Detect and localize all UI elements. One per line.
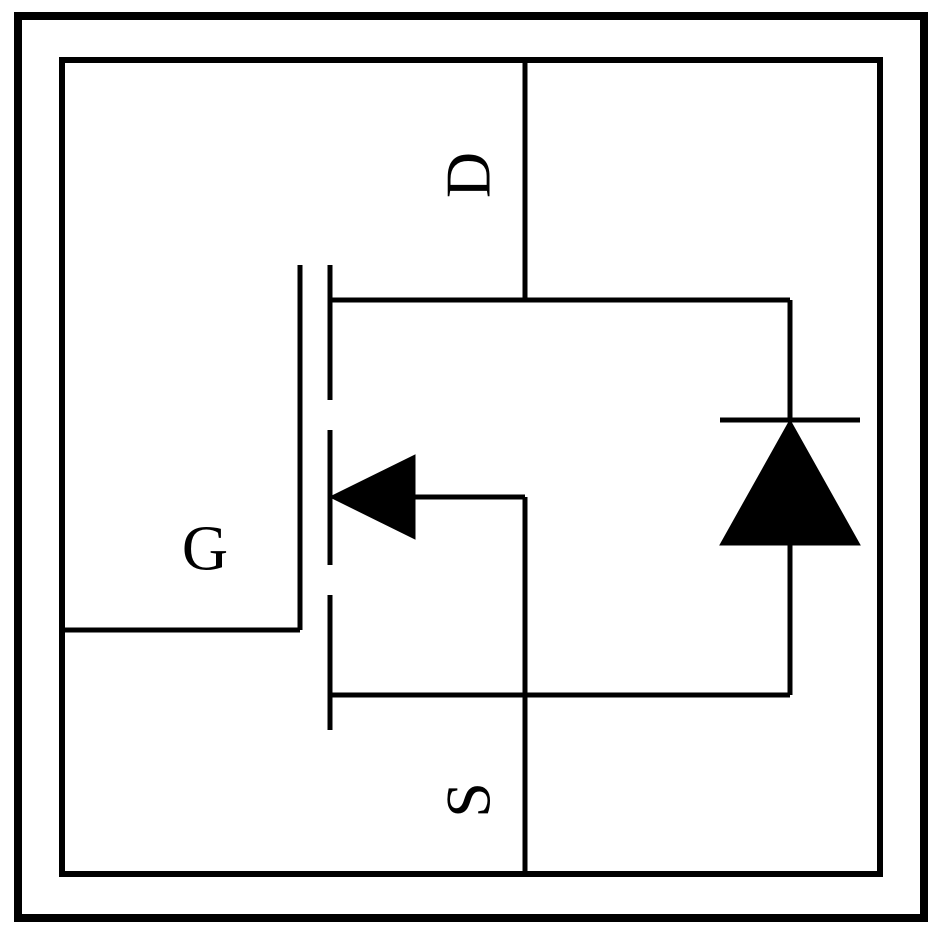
label-G: G [182, 513, 228, 584]
label-D: D [433, 152, 504, 198]
mosfet-diode-schematic: G D S [0, 0, 942, 935]
label-S: S [433, 782, 504, 818]
